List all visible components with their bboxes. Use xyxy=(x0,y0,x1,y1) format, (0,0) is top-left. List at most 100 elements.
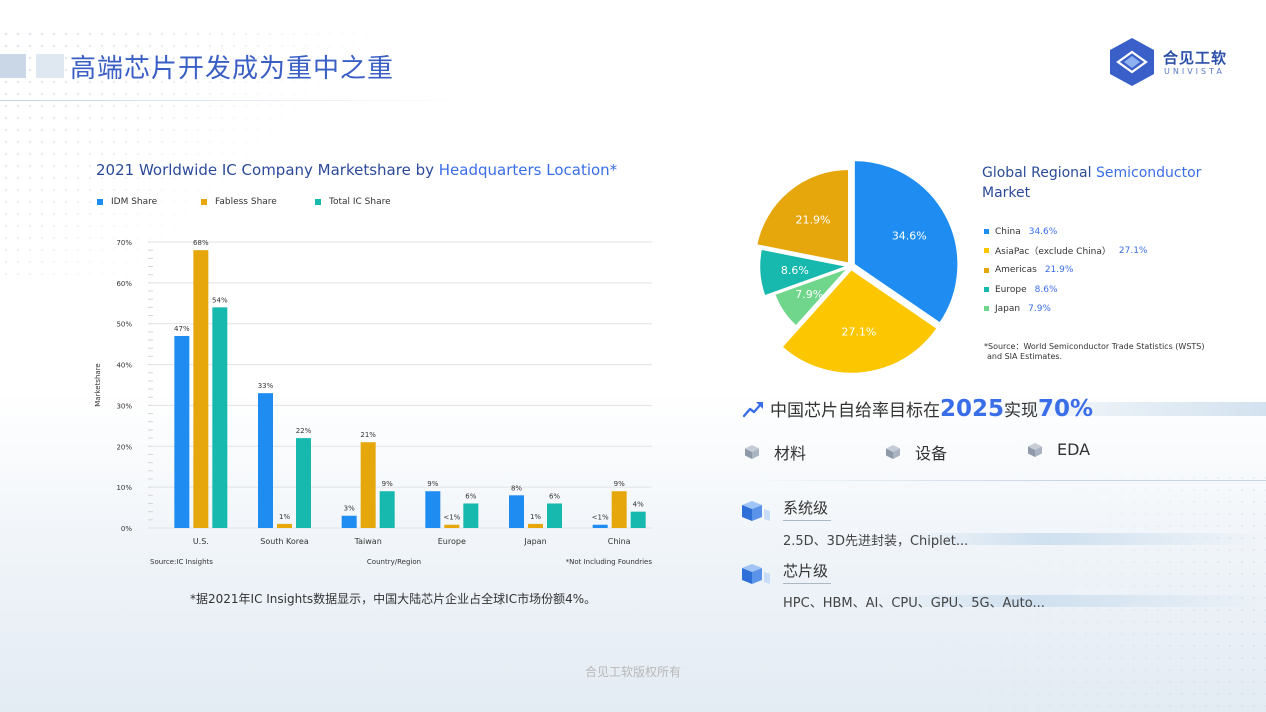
category-label: 材料 xyxy=(774,444,807,463)
slice-label: 7.9% xyxy=(795,288,823,301)
bar xyxy=(592,524,608,528)
bar-chart-title: 2021 Worldwide IC Company Marketshare by… xyxy=(96,161,617,179)
y-tick-label: 0% xyxy=(121,525,132,533)
bar-chart-note: *Not Including Foundries xyxy=(566,558,653,566)
y-tick-label: 60% xyxy=(116,280,132,288)
cube-icon xyxy=(1028,442,1042,457)
x-tick-label: South Korea xyxy=(260,537,309,546)
legend-label: AsiaPac（exclude China） xyxy=(995,247,1111,258)
bar xyxy=(509,495,524,528)
bar-chart-source: Source:IC Insights xyxy=(150,558,213,566)
legend-label: Japan xyxy=(995,303,1021,314)
slice-label: 27.1% xyxy=(841,325,876,338)
pie-source-line: and SIA Estimates. xyxy=(987,352,1063,361)
pie-source-line: *Source：World Semiconductor Trade Statis… xyxy=(984,342,1205,351)
level-highlight-band xyxy=(880,595,1266,607)
legend-value: 34.6% xyxy=(1028,226,1058,237)
target-year: 2025 xyxy=(940,396,1005,422)
data-label: 9% xyxy=(427,480,438,488)
pie-legend-item-americas: Americas 21.9% xyxy=(984,261,1147,280)
bar xyxy=(212,307,228,528)
self-sufficiency-target: 中国芯片自给率目标在 2025 实现 70% xyxy=(742,396,1093,422)
x-tick-label: Europe xyxy=(438,537,466,546)
level-underline xyxy=(783,520,831,521)
stack-cube-icon xyxy=(742,501,770,521)
slice-label: 21.9% xyxy=(796,214,831,227)
pie-chart-legend: China 34.6% AsiaPac（exclude China） 27.1%… xyxy=(984,222,1147,318)
legend-swatch xyxy=(984,229,989,235)
level-underline xyxy=(783,583,831,584)
bar xyxy=(277,523,292,528)
slice-label: 34.6% xyxy=(892,229,927,242)
bar xyxy=(528,523,543,528)
category-label: 设备 xyxy=(915,444,948,463)
category-label: EDA xyxy=(1057,440,1091,459)
legend-swatch xyxy=(984,287,989,293)
title-decoration-block xyxy=(36,54,64,78)
bar xyxy=(296,438,311,528)
legend-swatch xyxy=(97,199,103,205)
legend-item-total: Total IC Share xyxy=(315,197,391,207)
legend-swatch xyxy=(984,248,989,254)
legend-label: Europe xyxy=(995,284,1027,295)
data-label: <1% xyxy=(443,514,460,522)
legend-swatch xyxy=(984,306,989,312)
data-label: 9% xyxy=(614,480,625,488)
data-label: 1% xyxy=(279,513,290,521)
legend-swatch xyxy=(315,199,321,205)
data-label: 33% xyxy=(258,382,274,390)
legend-swatch xyxy=(984,267,989,273)
copyright: 合见工软版权所有 xyxy=(584,665,681,679)
bar xyxy=(341,515,357,528)
stack-cube-icon xyxy=(742,564,770,584)
target-percent: 70% xyxy=(1038,396,1094,422)
section-divider xyxy=(742,480,1266,481)
legend-label: Fabless Share xyxy=(215,197,277,207)
bar xyxy=(174,335,190,528)
cube-icon xyxy=(745,445,759,459)
bar xyxy=(258,393,273,528)
pie-chart-title-part1: Global Regional xyxy=(982,165,1096,181)
y-tick-label: 50% xyxy=(116,321,132,329)
data-label: 4% xyxy=(633,501,644,509)
level-title-chip: 芯片级 xyxy=(783,562,829,580)
y-tick-label: 30% xyxy=(116,402,132,410)
data-label: 8% xyxy=(511,484,522,492)
bar xyxy=(630,511,646,528)
pie-legend-item-europe: Europe 8.6% xyxy=(984,280,1147,299)
legend-value: 21.9% xyxy=(1044,265,1074,276)
data-label: 22% xyxy=(296,427,312,435)
pie-chart-source: *Source：World Semiconductor Trade Statis… xyxy=(984,342,1224,362)
bar xyxy=(463,503,479,528)
bar xyxy=(547,503,562,528)
y-axis-label: Marketshare xyxy=(94,363,102,406)
bar xyxy=(360,442,376,528)
pie-slice xyxy=(853,159,959,325)
data-label: 68% xyxy=(193,239,209,247)
data-label: 1% xyxy=(530,513,541,521)
target-prefix: 中国芯片自给率目标在 xyxy=(770,401,940,421)
trend-up-icon xyxy=(742,402,763,418)
data-label: 9% xyxy=(382,480,393,488)
data-label: 54% xyxy=(212,296,228,304)
pie-legend-item-china: China 34.6% xyxy=(984,222,1147,241)
title-divider xyxy=(0,100,470,101)
level-highlight-band xyxy=(900,533,1266,545)
slice-label: 8.6% xyxy=(781,264,809,277)
pie-chart: 34.6% 27.1% 7.9% 8.6% 21.9% xyxy=(755,159,959,375)
legend-value: 7.9% xyxy=(1028,303,1051,314)
logo-name-cn: 合见工软 xyxy=(1163,49,1228,67)
y-tick-label: 10% xyxy=(116,484,132,492)
bar-chart-title-part1: 2021 Worldwide IC Company Marketshare by xyxy=(96,161,439,179)
legend-label: China xyxy=(995,226,1021,237)
target-highlight-band xyxy=(960,402,1266,416)
bar xyxy=(193,250,209,528)
pie-slice xyxy=(758,248,851,297)
pie-slice xyxy=(755,168,850,265)
legend-label: Total IC Share xyxy=(329,197,391,207)
bar-chart-title-part2: Headquarters Location* xyxy=(438,161,618,179)
data-label: 6% xyxy=(549,492,560,500)
data-label: 6% xyxy=(465,492,476,500)
legend-label: Americas xyxy=(995,265,1037,276)
bar-chart-footnote: *据2021年IC Insights数据显示，中国大陆芯片企业占全球IC市场份额… xyxy=(190,592,597,606)
